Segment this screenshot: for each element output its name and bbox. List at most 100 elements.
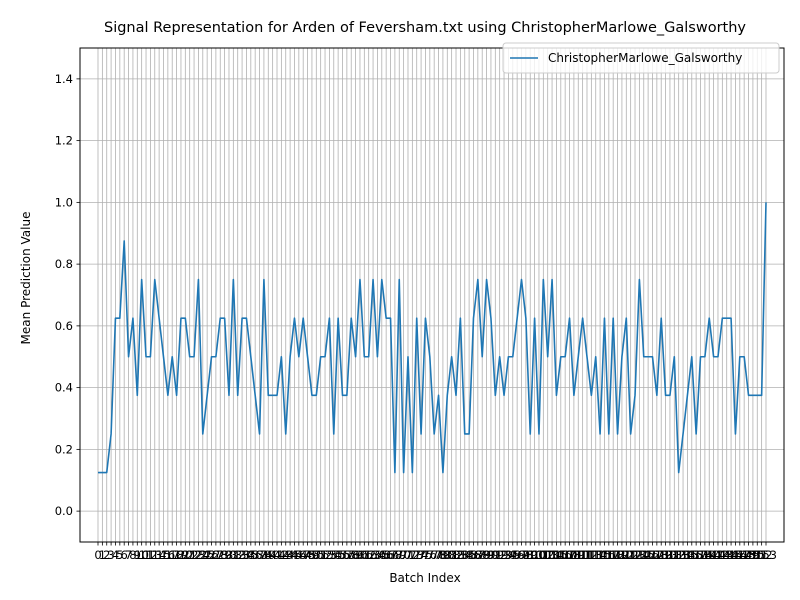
x-tick-label: 134 <box>672 548 694 562</box>
x-tick-label: 115 <box>589 548 611 562</box>
x-tick-label: 63 <box>366 548 381 562</box>
x-tick-label: 89 <box>479 548 494 562</box>
x-tick-label: 94 <box>501 548 516 562</box>
x-tick-label: 55 <box>331 548 346 562</box>
x-tick-label: 119 <box>607 548 629 562</box>
x-tick-label: 136 <box>681 548 703 562</box>
x-tick-label: 14 <box>152 548 167 562</box>
x-tick-label: 8 <box>129 548 136 562</box>
x-tick-label: 86 <box>466 548 481 562</box>
x-tick-label: 78 <box>431 548 446 562</box>
x-tick-label: 40 <box>265 548 280 562</box>
x-tick-label: 61 <box>357 548 372 562</box>
x-tick-label: 103 <box>537 548 559 562</box>
x-tick-label: 82 <box>449 548 464 562</box>
x-tick-label: 118 <box>602 548 624 562</box>
x-tick-label: 68 <box>388 548 403 562</box>
x-tick-label: 114 <box>585 548 607 562</box>
x-tick-label: 100 <box>524 548 546 562</box>
x-tick-label: 98 <box>519 548 534 562</box>
x-tick-label: 77 <box>427 548 442 562</box>
x-ticks: 0123456789101112131415161718192021222324… <box>94 542 777 562</box>
x-tick-label: 11 <box>139 548 154 562</box>
x-tick-label: 49 <box>305 548 320 562</box>
x-tick-label: 66 <box>379 548 394 562</box>
x-tick-label: 112 <box>576 548 598 562</box>
x-tick-label: 25 <box>200 548 215 562</box>
x-tick-label: 111 <box>572 548 594 562</box>
x-tick-label: 108 <box>559 548 581 562</box>
x-tick-label: 90 <box>484 548 499 562</box>
x-tick-label: 64 <box>370 548 385 562</box>
x-tick-label: 79 <box>436 548 451 562</box>
x-tick-label: 143 <box>711 548 733 562</box>
x-tick-label: 44 <box>283 548 298 562</box>
x-tick-label: 31 <box>226 548 241 562</box>
x-tick-label: 1 <box>99 548 106 562</box>
x-tick-label: 120 <box>611 548 633 562</box>
x-tick-label: 5 <box>116 548 123 562</box>
x-tick-label: 65 <box>374 548 389 562</box>
x-tick-label: 39 <box>261 548 276 562</box>
x-tick-label: 91 <box>488 548 503 562</box>
x-tick-label: 12 <box>143 548 158 562</box>
x-tick-label: 34 <box>239 548 254 562</box>
x-tick-label: 16 <box>161 548 176 562</box>
x-tick-label: 85 <box>462 548 477 562</box>
x-tick-label: 41 <box>270 548 285 562</box>
x-tick-label: 17 <box>165 548 180 562</box>
x-tick-label: 58 <box>344 548 359 562</box>
x-tick-label: 21 <box>182 548 197 562</box>
x-tick-label: 62 <box>361 548 376 562</box>
x-tick-label: 38 <box>257 548 272 562</box>
x-tick-label: 74 <box>414 548 429 562</box>
x-tick-label: 124 <box>628 548 650 562</box>
x-tick-label: 4 <box>112 548 119 562</box>
x-tick-label: 59 <box>348 548 363 562</box>
x-tick-label: 147 <box>729 548 751 562</box>
x-tick-label: 75 <box>418 548 433 562</box>
x-tick-label: 9 <box>134 548 141 562</box>
x-tick-label: 92 <box>492 548 507 562</box>
x-tick-label: 152 <box>751 548 773 562</box>
x-tick-label: 123 <box>624 548 646 562</box>
y-tick-label: 0.0 <box>55 504 73 518</box>
x-tick-label: 67 <box>383 548 398 562</box>
x-tick-label: 104 <box>541 548 563 562</box>
x-tick-label: 130 <box>655 548 677 562</box>
x-tick-label: 51 <box>313 548 328 562</box>
x-tick-label: 125 <box>633 548 655 562</box>
x-tick-label: 53 <box>322 548 337 562</box>
x-tick-label: 3 <box>107 548 114 562</box>
x-tick-label: 145 <box>720 548 742 562</box>
x-tick-label: 20 <box>178 548 193 562</box>
x-tick-label: 6 <box>121 548 128 562</box>
x-tick-label: 47 <box>296 548 311 562</box>
x-tick-label: 127 <box>642 548 664 562</box>
x-tick-label: 43 <box>278 548 293 562</box>
x-tick-label: 106 <box>550 548 572 562</box>
y-axis-label: Mean Prediction Value <box>19 212 33 345</box>
chart-title: Signal Representation for Arden of Fever… <box>104 20 746 36</box>
x-tick-label: 138 <box>690 548 712 562</box>
x-tick-label: 48 <box>300 548 315 562</box>
y-tick-label: 1.0 <box>55 195 73 209</box>
x-tick-label: 80 <box>440 548 455 562</box>
x-tick-label: 109 <box>563 548 585 562</box>
x-tick-label: 13 <box>147 548 162 562</box>
x-tick-label: 76 <box>422 548 437 562</box>
x-tick-label: 15 <box>156 548 171 562</box>
x-tick-label: 117 <box>598 548 620 562</box>
x-tick-label: 99 <box>523 548 538 562</box>
x-tick-label: 140 <box>698 548 720 562</box>
x-tick-label: 35 <box>243 548 258 562</box>
x-tick-label: 19 <box>174 548 189 562</box>
x-tick-label: 113 <box>580 548 602 562</box>
x-tick-label: 87 <box>471 548 486 562</box>
x-tick-label: 110 <box>567 548 589 562</box>
x-axis-label: Batch Index <box>389 571 460 585</box>
series-layer <box>98 202 767 474</box>
x-tick-label: 107 <box>554 548 576 562</box>
x-tick-label: 18 <box>169 548 184 562</box>
y-tick-label: 0.4 <box>55 381 73 395</box>
